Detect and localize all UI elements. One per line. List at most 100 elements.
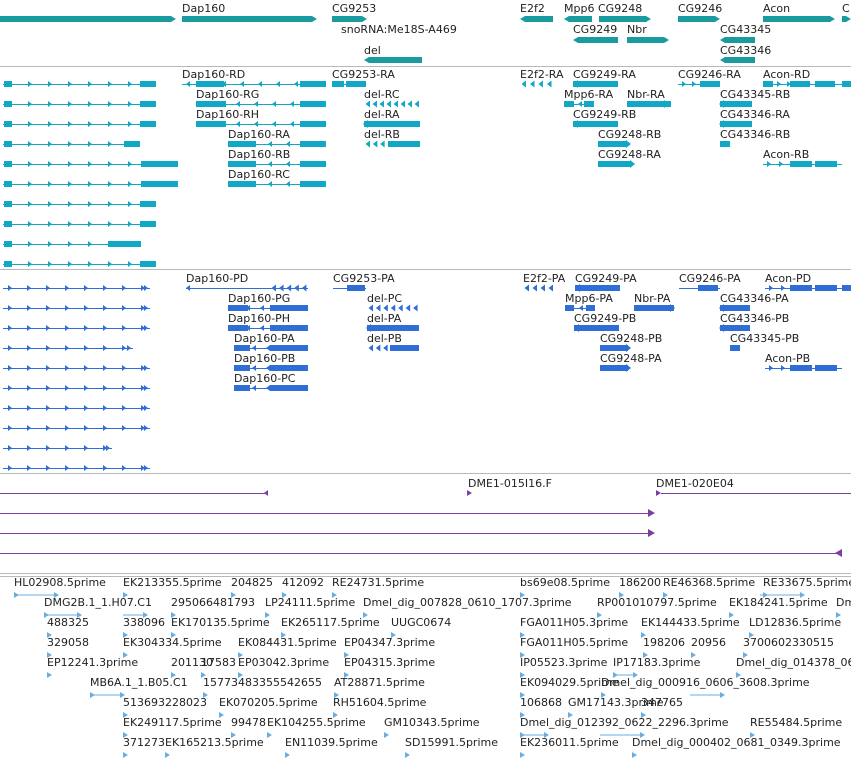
est-marker[interactable] <box>520 652 525 658</box>
feature-label[interactable]: del-PA <box>367 312 402 325</box>
exon-block[interactable] <box>270 305 308 311</box>
gene-label-e2f2[interactable]: E2f2 <box>520 2 545 15</box>
est-label[interactable]: LD12836.5prime <box>749 616 841 629</box>
feature-label[interactable]: Dap160-RB <box>228 148 290 161</box>
est-label[interactable]: 3700602330515 <box>743 636 834 649</box>
est-label[interactable]: 347765 <box>641 696 683 709</box>
gene-label-del[interactable]: del <box>364 44 381 57</box>
feature-label[interactable]: CG9248-RB <box>598 128 661 141</box>
exon-block[interactable] <box>234 345 250 351</box>
est-label[interactable]: DMG2B.1_1.H07.C1 <box>44 596 152 609</box>
est-marker[interactable] <box>238 652 243 658</box>
feature-label[interactable]: CG9248-PA <box>600 352 662 365</box>
exon-block[interactable] <box>763 81 773 87</box>
est-marker[interactable] <box>344 672 349 678</box>
est-marker[interactable] <box>267 732 272 738</box>
feature-label[interactable]: CG9248-RA <box>598 148 661 161</box>
est-marker[interactable] <box>238 672 243 678</box>
feature-label[interactable]: del-PB <box>367 332 402 345</box>
exon-block[interactable] <box>300 181 326 187</box>
est-label[interactable]: AT28871.5prime <box>334 676 425 689</box>
exon-block[interactable] <box>815 161 837 167</box>
est-marker[interactable] <box>384 732 389 738</box>
feature-label[interactable]: CG9249-RB <box>573 108 636 121</box>
est-marker[interactable] <box>633 672 638 678</box>
exon-block[interactable] <box>367 325 419 331</box>
est-label[interactable]: Dmel_dig_007828_0610_1707.3prime <box>363 596 572 609</box>
feature-label[interactable]: Dap160-PD <box>186 272 248 285</box>
exon-block[interactable] <box>300 81 326 87</box>
est-marker[interactable] <box>203 692 208 698</box>
est-marker[interactable] <box>47 672 52 678</box>
feature-label[interactable]: CG43345-PB <box>730 332 799 345</box>
est-label[interactable]: 412092 <box>282 576 324 589</box>
exon-block[interactable] <box>140 221 156 227</box>
gene-label-c[interactable]: C <box>842 2 850 15</box>
feature-label[interactable]: Dap160-RD <box>182 68 245 81</box>
exon-block[interactable] <box>140 81 156 87</box>
exon-block[interactable] <box>600 345 628 351</box>
feature-label[interactable]: CG43346-RB <box>720 128 790 141</box>
gene-bar[interactable] <box>599 16 651 22</box>
feature-label[interactable]: CG9246-RA <box>678 68 741 81</box>
exon-block[interactable] <box>4 181 12 187</box>
est-marker[interactable] <box>219 712 224 718</box>
est-label[interactable]: 338096 <box>123 616 165 629</box>
exon-block[interactable] <box>600 365 628 371</box>
est-marker[interactable] <box>201 672 206 678</box>
exon-block[interactable] <box>140 201 156 207</box>
exon-block[interactable] <box>575 285 620 291</box>
est-label[interactable]: EN11039.5prime <box>285 736 378 749</box>
gene-bar[interactable] <box>627 37 669 43</box>
est-marker[interactable] <box>363 612 368 618</box>
exon-block[interactable] <box>730 345 740 351</box>
est-marker[interactable] <box>171 672 176 678</box>
gene-label-cg43345[interactable]: CG43345 <box>720 23 771 36</box>
exon-block[interactable] <box>720 305 750 311</box>
feature-label[interactable]: Dap160-RC <box>228 168 290 181</box>
est-label[interactable]: EK144433.5prime <box>641 616 740 629</box>
est-label[interactable]: Dm <box>836 596 851 609</box>
feature-label[interactable]: Nbr-RA <box>627 88 665 101</box>
feature-label[interactable]: del-RB <box>364 128 400 141</box>
est-label[interactable]: RE24731.5prime <box>332 576 424 589</box>
exon-block[interactable] <box>790 365 812 371</box>
est-label[interactable]: RE55484.5prime <box>750 716 842 729</box>
feature-label[interactable]: E2f2-PA <box>523 272 566 285</box>
est-marker[interactable] <box>836 612 841 618</box>
exon-block[interactable] <box>300 141 326 147</box>
gene-label-cg43346[interactable]: CG43346 <box>720 44 771 57</box>
exon-block[interactable] <box>565 305 574 311</box>
feature-label[interactable]: CG9249-RA <box>573 68 636 81</box>
est-label[interactable]: Dmel_dig_014378_0696 <box>736 656 851 669</box>
exon-block[interactable] <box>700 81 720 87</box>
est-label[interactable]: 106868 <box>520 696 562 709</box>
exon-block[interactable] <box>815 285 837 291</box>
exon-block[interactable] <box>234 365 250 371</box>
gene-label-mpp6[interactable]: Mpp6 <box>564 2 594 15</box>
est-marker[interactable] <box>171 632 176 638</box>
feature-label[interactable]: CG9253-PA <box>333 272 395 285</box>
est-label[interactable]: EK184241.5prime <box>729 596 828 609</box>
est-marker[interactable] <box>285 752 290 758</box>
est-label[interactable]: IP17183.3prime <box>613 656 701 669</box>
est-label[interactable]: SD15991.5prime <box>405 736 498 749</box>
est-label[interactable]: EK236011.5prime <box>520 736 619 749</box>
exon-block[interactable] <box>270 345 308 351</box>
est-marker[interactable] <box>123 632 128 638</box>
est-marker[interactable] <box>171 612 176 618</box>
feature-label[interactable]: Dap160-RA <box>228 128 290 141</box>
est-label[interactable]: EK084431.5prime <box>238 636 337 649</box>
est-label[interactable]: EK104255.5prime <box>267 716 366 729</box>
exon-block[interactable] <box>4 101 12 107</box>
est-label[interactable]: 20956 <box>691 636 726 649</box>
est-label[interactable]: RP001010797.5prime <box>597 596 717 609</box>
exon-block[interactable] <box>228 305 248 311</box>
gene-label-cg9248[interactable]: CG9248 <box>598 2 642 15</box>
exon-block[interactable] <box>141 161 178 167</box>
est-label[interactable]: EP04315.3prime <box>344 656 435 669</box>
feature-label[interactable]: Dap160-PG <box>228 292 290 305</box>
gene-bar[interactable] <box>763 16 835 22</box>
exon-block[interactable] <box>228 181 256 187</box>
est-marker[interactable] <box>800 592 805 598</box>
